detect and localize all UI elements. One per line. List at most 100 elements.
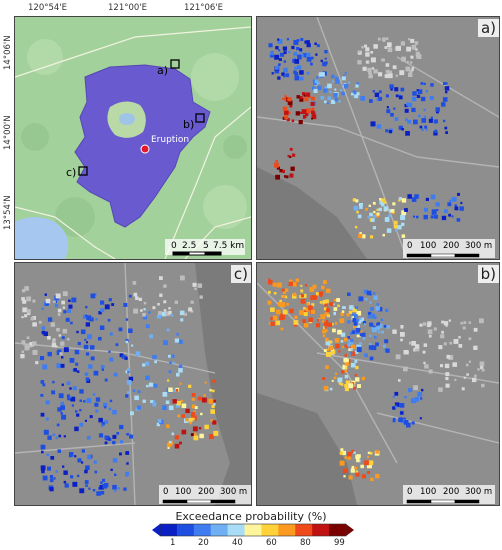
building	[444, 86, 450, 91]
building	[344, 72, 347, 75]
overview-scale-1: 2.5	[182, 241, 197, 251]
building	[304, 323, 309, 328]
building	[350, 332, 353, 335]
building	[67, 396, 72, 401]
building	[123, 487, 127, 491]
building	[384, 46, 388, 49]
building	[107, 318, 111, 322]
building	[21, 297, 25, 301]
building	[104, 304, 110, 310]
building	[306, 57, 312, 62]
building	[283, 51, 287, 55]
building	[373, 210, 376, 214]
building	[374, 92, 380, 97]
building	[275, 160, 278, 163]
building	[423, 207, 428, 212]
building	[351, 466, 355, 469]
building	[365, 207, 368, 211]
building	[481, 368, 485, 372]
building	[424, 125, 428, 129]
building	[32, 341, 37, 346]
legend-tick-99: 99	[334, 538, 345, 548]
building	[292, 59, 297, 63]
crater-lake	[119, 113, 135, 125]
building	[411, 44, 417, 50]
building	[359, 205, 363, 209]
legend-swatch	[329, 524, 347, 536]
building	[430, 83, 434, 87]
building	[433, 131, 438, 136]
building	[324, 326, 327, 329]
building	[322, 61, 327, 67]
building	[302, 293, 307, 298]
building	[172, 361, 175, 365]
building	[55, 293, 61, 299]
building	[57, 407, 62, 412]
building	[344, 344, 348, 347]
building	[41, 330, 46, 335]
building	[114, 489, 117, 492]
building	[341, 346, 344, 349]
scalebar-segment	[210, 499, 236, 504]
building	[56, 363, 62, 369]
building	[125, 340, 128, 344]
building	[423, 361, 426, 365]
building	[323, 89, 328, 93]
building	[289, 173, 294, 178]
building	[386, 109, 391, 114]
building	[163, 309, 167, 312]
building	[368, 460, 374, 466]
building	[300, 38, 304, 41]
building	[349, 305, 354, 310]
building	[347, 320, 351, 324]
building	[120, 440, 124, 444]
building	[399, 70, 405, 76]
building	[84, 372, 89, 376]
building	[60, 412, 63, 415]
building	[354, 225, 358, 229]
building	[361, 234, 366, 239]
building	[74, 426, 79, 432]
lat-tick-3: 13°54'N	[3, 195, 13, 230]
building	[369, 212, 373, 217]
building	[32, 322, 37, 327]
building	[152, 354, 157, 360]
building	[340, 332, 346, 337]
building	[370, 57, 376, 63]
legend-swatch	[261, 524, 279, 536]
building	[411, 197, 417, 202]
building	[436, 110, 439, 114]
building	[400, 87, 405, 92]
building	[32, 299, 36, 303]
building	[445, 90, 448, 94]
building	[421, 118, 427, 123]
building	[370, 218, 375, 222]
building	[333, 376, 337, 380]
building	[44, 293, 47, 296]
legend-swatch	[312, 524, 330, 536]
building	[275, 309, 281, 315]
building	[104, 420, 109, 424]
road	[15, 442, 136, 454]
building	[339, 318, 345, 324]
building	[190, 433, 194, 437]
building	[76, 413, 80, 417]
building	[410, 55, 414, 59]
building	[292, 153, 296, 157]
building	[108, 437, 112, 441]
building	[294, 71, 299, 76]
overview-scalebar	[172, 251, 222, 256]
building	[25, 343, 29, 347]
legend-tick-40: 40	[232, 538, 243, 548]
building	[95, 397, 101, 402]
building	[350, 344, 356, 350]
building	[285, 288, 289, 292]
building	[311, 303, 315, 307]
building	[79, 488, 85, 494]
building	[340, 448, 344, 452]
building	[334, 97, 338, 102]
building	[411, 67, 414, 70]
building	[284, 175, 287, 178]
building	[323, 307, 327, 311]
building	[86, 436, 91, 440]
